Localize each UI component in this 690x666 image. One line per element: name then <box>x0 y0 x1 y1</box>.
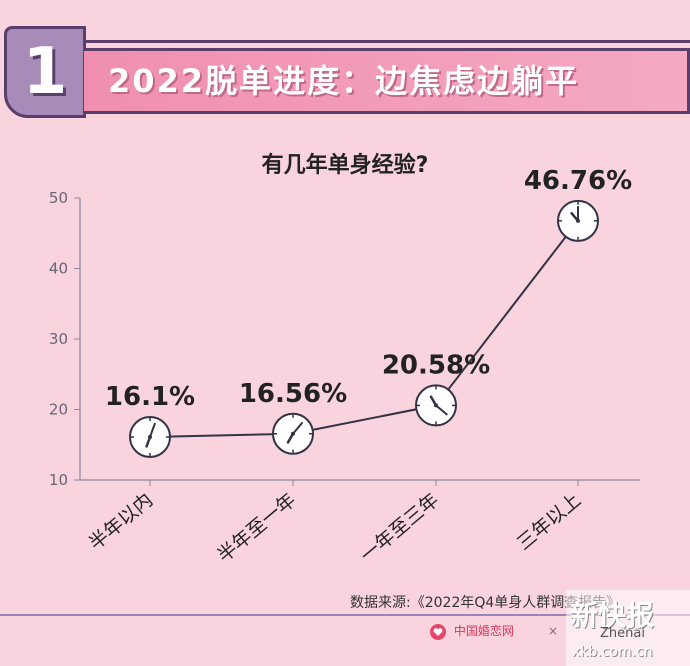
y-tick-label: 50 <box>49 189 68 207</box>
header-title-strip <box>84 48 690 114</box>
data-source-note: 数据来源:《2022年Q4单身人群调查报告》 <box>350 595 621 611</box>
footer-rule <box>0 614 690 616</box>
header-top-line <box>84 40 690 43</box>
chart-title: 有几年单身经验? <box>262 152 429 178</box>
partner-name: Zhenai <box>600 626 645 641</box>
x-tick-label: 半年至一年 <box>213 489 300 567</box>
data-label: 20.58% <box>382 350 490 380</box>
y-tick-label: 10 <box>49 471 68 489</box>
clock-icon <box>272 412 314 455</box>
chart-plot-area: 16.1% 16.56% 20.58% 46.76% <box>105 166 632 458</box>
heart-icon <box>430 623 446 640</box>
y-tick-label: 40 <box>49 260 68 278</box>
watermark-logo: 新快报 <box>570 599 655 632</box>
clock-icon <box>415 384 457 427</box>
data-label: 16.56% <box>239 379 347 409</box>
x-tick-label: 半年以内 <box>85 489 157 555</box>
watermark-url: xkb.com.cn <box>572 644 653 660</box>
brand-name: 中国婚恋网 <box>453 624 514 638</box>
section-number: 1 <box>22 35 68 109</box>
series-line <box>149 220 579 438</box>
x-tick-label: 一年至三年 <box>356 489 443 567</box>
x-tick-label: 三年以上 <box>513 489 585 555</box>
data-label: 46.76% <box>524 166 632 196</box>
brand-logo: 中国婚恋网 <box>430 622 514 640</box>
line-chart: 有几年单身经验? 10 20 30 40 50 半年以内 半年至一年 一年至三年 三年以上 16… <box>49 152 640 567</box>
watermark-box <box>566 590 690 666</box>
brand-separator: × <box>548 624 559 638</box>
y-tick-label: 20 <box>49 401 68 419</box>
section-number-box <box>4 26 86 118</box>
data-label: 16.1% <box>105 382 195 412</box>
clock-icon <box>129 415 171 458</box>
clock-icon <box>557 199 599 242</box>
header-title: 2022脱单进度：边焦虑边躺平 <box>108 62 580 100</box>
y-tick-label: 30 <box>49 330 68 348</box>
